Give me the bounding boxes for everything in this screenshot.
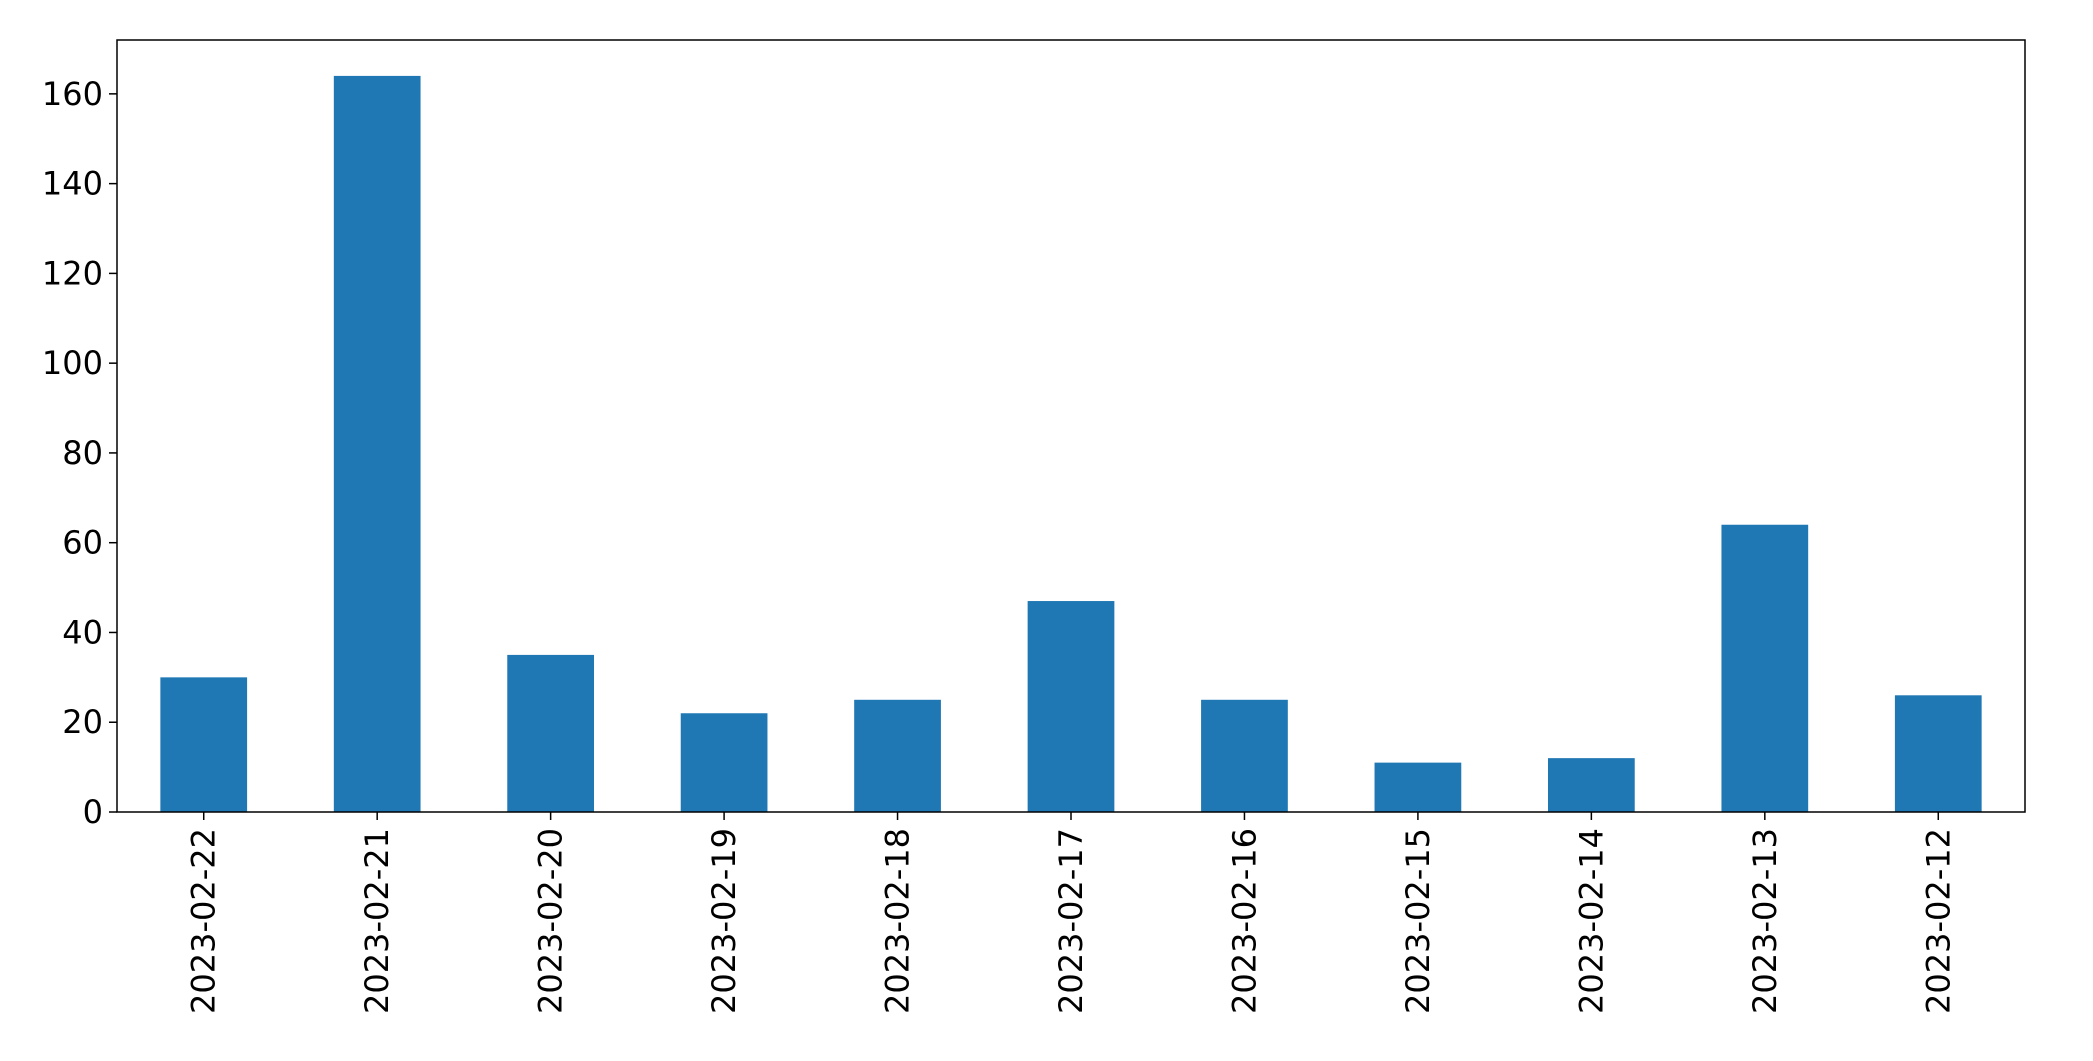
x-tick-label: 2023-02-13	[1746, 828, 1784, 1014]
y-tick-label: 120	[42, 254, 103, 292]
x-tick-label: 2023-02-22	[185, 828, 223, 1014]
x-tick-label: 2023-02-14	[1572, 828, 1610, 1014]
bar-2023-02-21	[333, 75, 421, 812]
y-tick-label: 80	[62, 434, 103, 472]
bar-2023-02-20	[507, 654, 594, 812]
y-tick-label: 20	[62, 703, 103, 741]
bar-2023-02-15	[1374, 762, 1462, 812]
x-tick-label: 2023-02-18	[879, 828, 917, 1014]
bars-layer	[160, 75, 1982, 812]
x-tick-label: 2023-02-20	[532, 828, 570, 1014]
y-tick-label: 100	[42, 344, 103, 382]
x-tick-label: 2023-02-17	[1052, 828, 1090, 1014]
x-tick-label: 2023-02-19	[705, 828, 743, 1014]
y-tick-label: 140	[42, 165, 103, 203]
y-tick-label: 160	[42, 75, 103, 113]
x-tick-label: 2023-02-15	[1399, 828, 1437, 1014]
y-tick-label: 60	[62, 524, 103, 562]
bar-2023-02-12	[1894, 695, 1982, 812]
y-axis: 0 20 40 60 80 100 120 140 160	[42, 75, 117, 831]
bar-2023-02-17	[1027, 601, 1115, 812]
bar-2023-02-14	[1548, 758, 1635, 812]
x-tick-label: 2023-02-12	[1919, 828, 1957, 1014]
x-axis: 2023-02-22 2023-02-21 2023-02-20 2023-02-19…	[185, 812, 1957, 1014]
bar-2023-02-16	[1201, 699, 1288, 812]
y-tick-label: 40	[62, 613, 103, 651]
bar-2023-02-22	[160, 677, 248, 812]
x-tick-label: 2023-02-21	[358, 828, 396, 1014]
x-tick-label: 2023-02-16	[1225, 828, 1263, 1014]
bar-2023-02-19	[680, 713, 768, 812]
plot-area-frame	[116, 39, 2026, 813]
y-tick-label: 0	[83, 793, 103, 831]
bar-2023-02-18	[854, 699, 941, 812]
bar-2023-02-13	[1721, 524, 1809, 812]
